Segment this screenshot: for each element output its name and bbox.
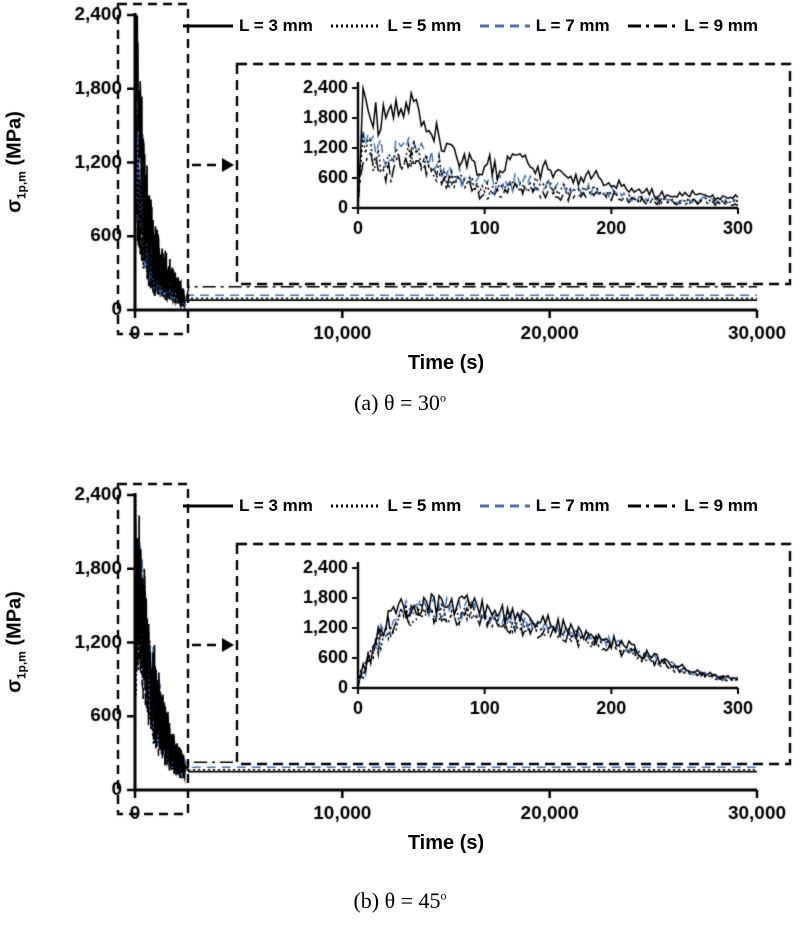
legend-label-l5: L = 5 mm — [387, 496, 462, 515]
caption-b-degree: o — [440, 888, 447, 903]
legend-b: L = 3 mm L = 5 mm L = 7 mm L = 9 mm — [182, 496, 758, 516]
legend-label-l9: L = 9 mm — [684, 496, 758, 515]
legend-label-l7: L = 7 mm — [535, 496, 610, 515]
caption-a-degree: o — [439, 390, 446, 405]
legend-label-l5: L = 5 mm — [387, 16, 462, 35]
legend-label-l7: L = 7 mm — [535, 16, 610, 35]
y-axis-unit: (MPa) — [3, 111, 26, 172]
legend-a: L = 3 mm L = 5 mm L = 7 mm L = 9 mm — [182, 16, 758, 36]
sigma-subscript: 1p,m — [14, 171, 29, 200]
caption-a: (a) θ = 30o — [0, 390, 800, 416]
legend-label-l3: L = 3 mm — [239, 496, 313, 515]
legend-line-l9-icon — [628, 504, 679, 508]
legend-item-l9: L = 9 mm — [627, 16, 758, 36]
caption-a-text: (a) θ = 30 — [354, 390, 440, 415]
legend-item-l9: L = 9 mm — [627, 496, 758, 516]
legend-item-l5: L = 5 mm — [330, 16, 461, 36]
sigma-symbol: σ — [3, 679, 26, 693]
y-axis-label-b: σ1p,m (MPa) — [4, 591, 29, 693]
x-axis-label-a: Time (s) — [407, 352, 485, 374]
legend-line-l7-icon — [479, 24, 530, 28]
x-axis-label-b: Time (s) — [407, 832, 485, 854]
chart-panel-a: σ1p,m (MPa) Time (s) L = 3 mm L = 5 mm L =… — [0, 0, 800, 440]
sigma-subscript: 1p,m — [14, 651, 29, 680]
legend-item-l3: L = 3 mm — [182, 496, 313, 516]
legend-line-l3-icon — [183, 24, 233, 28]
legend-label-l9: L = 9 mm — [684, 16, 758, 35]
caption-b: (b) θ = 45o — [0, 888, 800, 914]
legend-line-l3-icon — [183, 504, 233, 508]
legend-item-l7: L = 7 mm — [479, 496, 610, 516]
y-axis-unit: (MPa) — [3, 591, 26, 652]
legend-item-l5: L = 5 mm — [330, 496, 461, 516]
y-axis-label-a: σ1p,m (MPa) — [4, 111, 29, 213]
chart-panel-b: σ1p,m (MPa) Time (s) L = 3 mm L = 5 mm L =… — [0, 480, 800, 932]
legend-line-l5-icon — [331, 24, 382, 28]
sigma-symbol: σ — [3, 199, 26, 213]
legend-line-l9-icon — [628, 24, 679, 28]
legend-item-l7: L = 7 mm — [479, 16, 610, 36]
chart-canvas-b — [0, 480, 800, 832]
legend-line-l5-icon — [331, 504, 382, 508]
legend-line-l7-icon — [479, 504, 530, 508]
legend-item-l3: L = 3 mm — [182, 16, 313, 36]
legend-label-l3: L = 3 mm — [239, 16, 313, 35]
chart-canvas-a — [0, 0, 800, 352]
caption-b-text: (b) θ = 45 — [353, 888, 441, 913]
